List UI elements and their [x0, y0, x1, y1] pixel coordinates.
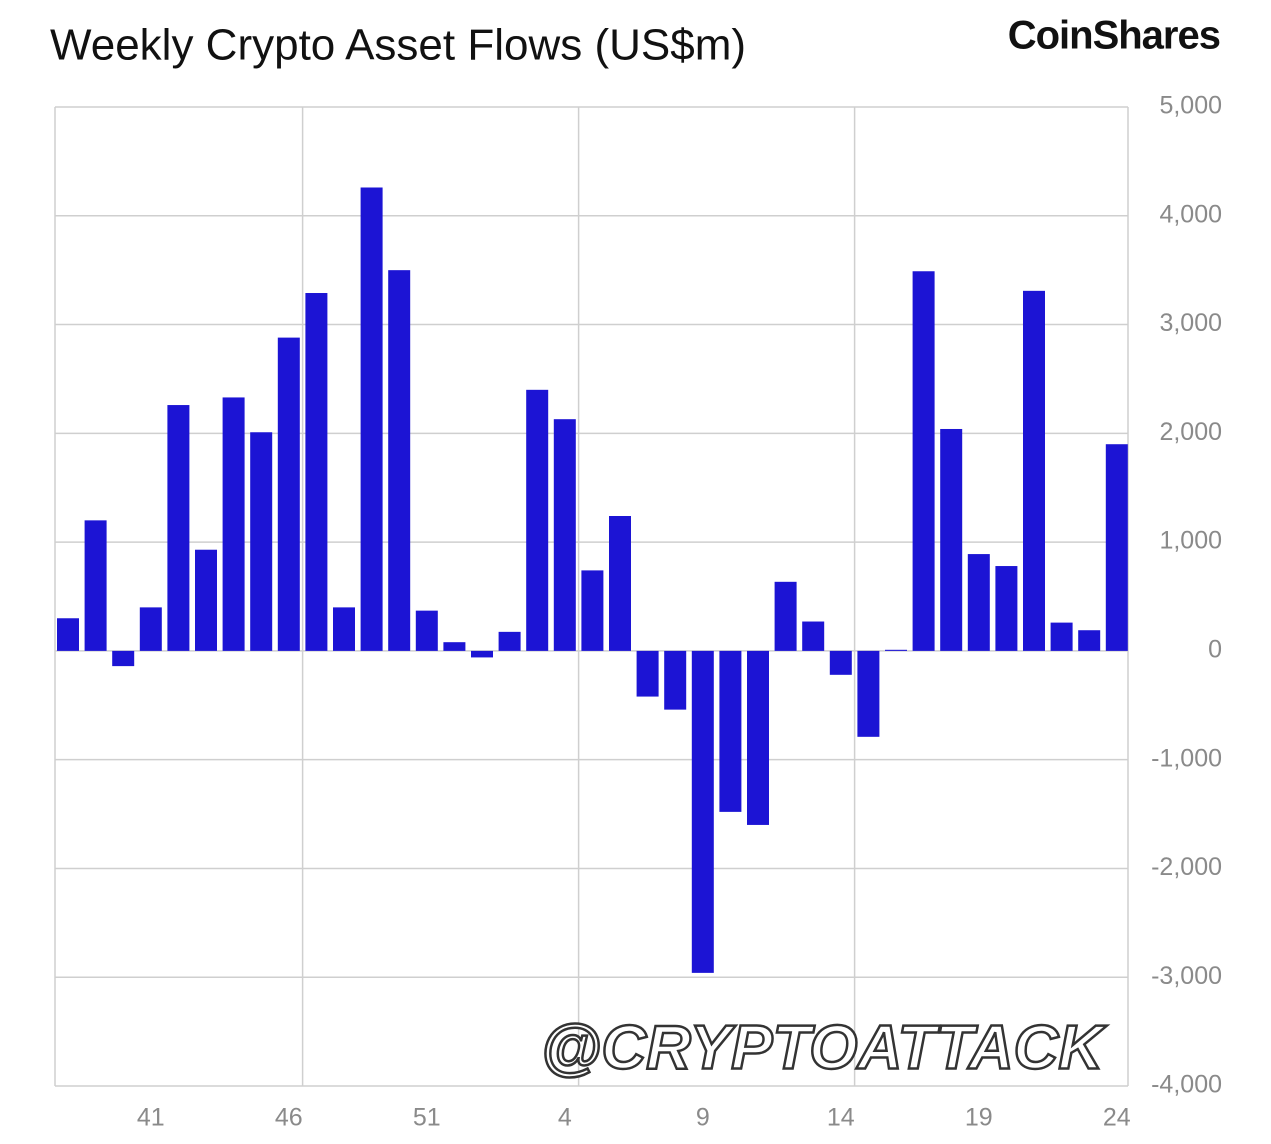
chart-title: Weekly Crypto Asset Flows (US$m)	[50, 21, 746, 70]
y-tick-label: -1,000	[1151, 744, 1222, 772]
bar	[360, 187, 383, 651]
x-tick-label: 51	[413, 1104, 441, 1132]
bar	[664, 650, 687, 710]
bar	[691, 650, 714, 973]
bar	[995, 566, 1018, 651]
bar	[553, 419, 576, 651]
bar	[333, 607, 355, 651]
watermark: @CRYPTOATTACK	[541, 1013, 1107, 1082]
bar	[443, 642, 466, 651]
x-tick-label: 24	[1103, 1104, 1131, 1132]
bar	[498, 631, 521, 651]
bar	[167, 405, 190, 651]
bar	[112, 650, 135, 667]
bar	[250, 432, 273, 651]
y-tick-label: 5,000	[1159, 92, 1222, 120]
y-tick-label: -4,000	[1151, 1071, 1222, 1099]
bar	[802, 621, 825, 651]
bar	[940, 428, 963, 651]
y-tick-label: 3,000	[1159, 309, 1222, 337]
bar	[1050, 622, 1073, 651]
bar	[581, 570, 604, 651]
bar	[857, 650, 880, 737]
bar	[277, 337, 300, 651]
bar	[305, 293, 328, 651]
bar	[526, 389, 549, 651]
bar	[195, 549, 217, 651]
bar	[912, 271, 935, 651]
y-tick-label: 4,000	[1159, 200, 1222, 228]
bar	[471, 650, 493, 658]
bar	[609, 516, 631, 651]
bar	[774, 581, 797, 651]
bar	[829, 650, 852, 675]
brand-logo: CoinShares	[1008, 14, 1220, 58]
x-tick-label: 9	[696, 1104, 710, 1132]
bar	[719, 650, 742, 812]
y-tick-label: 1,000	[1159, 527, 1222, 555]
bar	[415, 610, 438, 651]
plot-area: -4,000 -3,000 -2,000 -1,000 0 1,000 2,000 3,000…	[54, 92, 1222, 1132]
bar	[885, 649, 907, 651]
bar	[222, 397, 245, 651]
y-tick-label: 0	[1208, 635, 1222, 663]
bar	[1078, 630, 1101, 651]
x-tick-label: 41	[137, 1104, 165, 1132]
x-tick-label: 4	[558, 1104, 572, 1132]
bar	[388, 270, 411, 651]
y-tick-label: -2,000	[1151, 853, 1222, 881]
y-tick-label: -3,000	[1151, 962, 1222, 990]
bar	[1105, 444, 1128, 651]
x-tick-label: 14	[827, 1104, 855, 1132]
x-tick-label: 19	[965, 1104, 993, 1132]
bar	[747, 650, 769, 825]
bar	[57, 618, 79, 651]
bar	[139, 607, 162, 651]
x-tick-label: 46	[275, 1104, 303, 1132]
bar	[84, 520, 107, 651]
bar	[636, 650, 659, 697]
bar	[967, 554, 990, 651]
bar	[1023, 290, 1045, 651]
y-tick-label: 2,000	[1159, 418, 1222, 446]
